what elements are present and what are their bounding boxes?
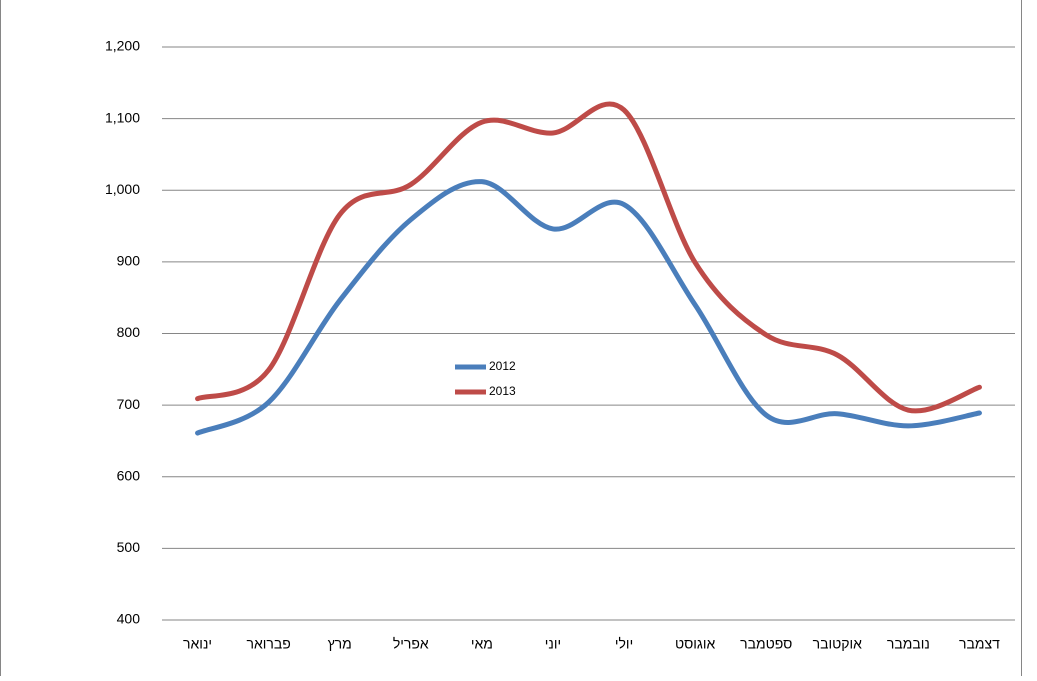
y-tick-label: 500 <box>117 539 141 555</box>
x-tick-label: אפריל <box>393 636 429 652</box>
y-tick-label: 600 <box>117 467 141 483</box>
y-tick-label: 700 <box>117 396 141 412</box>
x-tick-label: יולי <box>615 636 633 652</box>
line-series <box>195 101 982 414</box>
line-series <box>195 179 982 436</box>
y-tick-label: 1,100 <box>105 109 140 125</box>
y-tick-label: 800 <box>117 324 141 340</box>
x-tick-label: אוקטובר <box>813 636 863 652</box>
x-tick-label: פברואר <box>246 636 290 652</box>
x-tick-label: יוני <box>545 636 561 652</box>
legend-label: 2012 <box>489 359 516 373</box>
x-tick-label: נובמבר <box>887 636 930 652</box>
x-tick-label: ספטמבר <box>740 636 792 652</box>
y-tick-label: 1,000 <box>105 181 140 197</box>
y-tick-label: 1,200 <box>105 38 140 54</box>
x-tick-label: ינואר <box>183 636 212 652</box>
x-tick-label: דצמבר <box>959 636 1000 652</box>
x-tick-label: מרץ <box>328 636 352 652</box>
x-tick-label: אוגוסט <box>675 636 716 652</box>
x-tick-label: מאי <box>471 636 493 652</box>
y-tick-label: 400 <box>117 611 141 627</box>
y-tick-label: 900 <box>117 253 141 269</box>
legend-label: 2013 <box>489 384 516 398</box>
